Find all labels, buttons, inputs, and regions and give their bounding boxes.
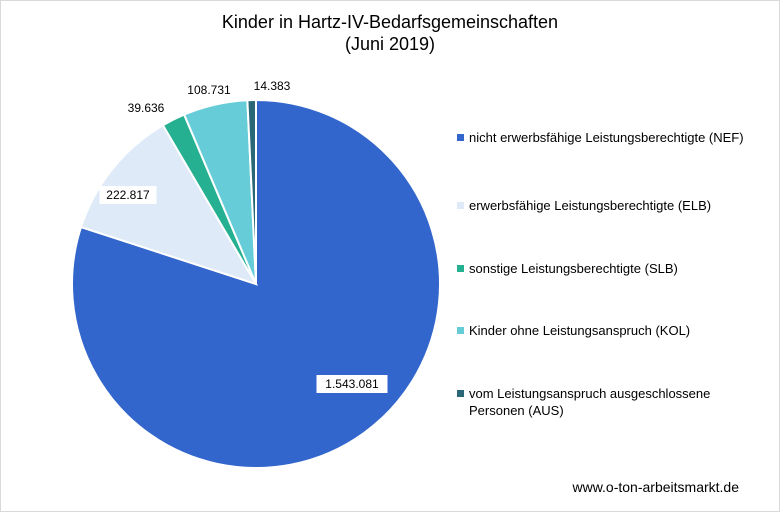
source-footer: www.o-ton-arbeitsmarkt.de [572,479,739,495]
legend-swatch-elb [457,202,464,209]
svg-text:108.731: 108.731 [187,83,231,97]
chart-title: Kinder in Hartz-IV-Bedarfsgemeinschaften [221,12,559,32]
legend-label-elb: erwerbsfähige Leistungsberechtigte (ELB) [469,198,712,213]
data-label-nef: 1.543.081 [316,375,388,393]
legend-label-slb: sonstige Leistungsberechtigte (SLB) [469,261,678,276]
legend-item-kol: Kinder ohne Leistungsanspruch (KOL) [457,322,772,339]
legend-item-nef: nicht erwerbsfähige Leistungsberechtigte… [457,129,772,146]
pie-slice-elb [79,123,259,286]
pie-slice-aus [246,98,257,285]
legend-swatch-nef [457,134,464,141]
data-label-aus: 14.383 [254,79,291,93]
svg-text:14.383: 14.383 [254,79,291,93]
legend-swatch-slb [457,265,464,272]
svg-text:1.543.081: 1.543.081 [325,377,379,391]
chart-title-block: Kinder in Hartz-IV-Bedarfsgemeinschaften… [1,11,779,55]
legend-item-slb: sonstige Leistungsberechtigte (SLB) [457,260,772,277]
legend-label-aus: vom Leistungsanspruch ausgeschlossene Pe… [469,386,711,418]
legend-swatch-kol [457,327,464,334]
data-label-kol: 108.731 [187,83,231,97]
svg-text:39.636: 39.636 [128,101,165,115]
data-label-slb: 39.636 [128,101,165,115]
legend-swatch-aus [457,390,464,397]
chart-subtitle: (Juni 2019) [344,34,436,54]
data-label-elb: 222.817 [99,186,157,204]
legend-label-nef: nicht erwerbsfähige Leistungsberechtigte… [469,130,744,145]
legend-item-elb: erwerbsfähige Leistungsberechtigte (ELB) [457,197,772,214]
legend-label-kol: Kinder ohne Leistungsanspruch (KOL) [469,323,691,338]
legend-item-aus: vom Leistungsanspruch ausgeschlossene Pe… [457,385,727,419]
svg-text:222.817: 222.817 [106,188,150,202]
